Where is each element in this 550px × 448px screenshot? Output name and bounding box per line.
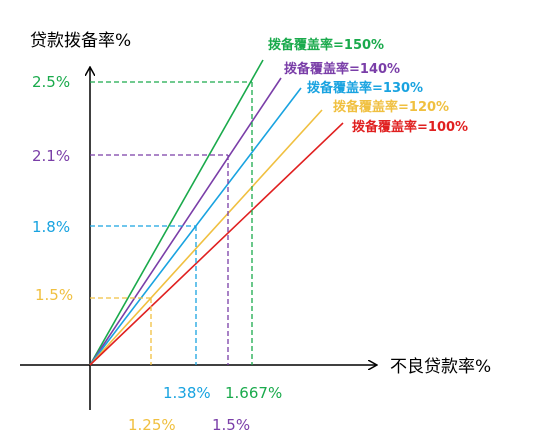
- x-tick-label: 1.25%: [128, 416, 176, 434]
- x-tick-label: 1.667%: [225, 384, 282, 402]
- guide-lines: [90, 81, 253, 365]
- x-tick-label: 1.38%: [163, 384, 211, 402]
- series-label: 拨备覆盖率=140%: [284, 61, 400, 77]
- series-label: 拨备覆盖率=100%: [352, 119, 468, 135]
- y-tick-label: 1.5%: [35, 286, 73, 304]
- y-tick-label: 2.1%: [32, 147, 70, 165]
- series-lines: [89, 59, 344, 366]
- series-line: [89, 122, 344, 366]
- y-tick-label: 1.8%: [32, 218, 70, 236]
- series-line: [89, 59, 264, 366]
- series-label: 拨备覆盖率=120%: [333, 99, 449, 115]
- series-label: 拨备覆盖率=150%: [268, 37, 384, 53]
- series-line: [89, 109, 323, 366]
- x-tick-label: 1.5%: [212, 416, 250, 434]
- y-axis-label: 贷款拨备率%: [30, 31, 131, 51]
- y-tick-label: 2.5%: [32, 73, 70, 91]
- series-line: [89, 77, 282, 366]
- series-label: 拨备覆盖率=130%: [307, 80, 423, 96]
- x-axis-label: 不良贷款率%: [390, 357, 491, 377]
